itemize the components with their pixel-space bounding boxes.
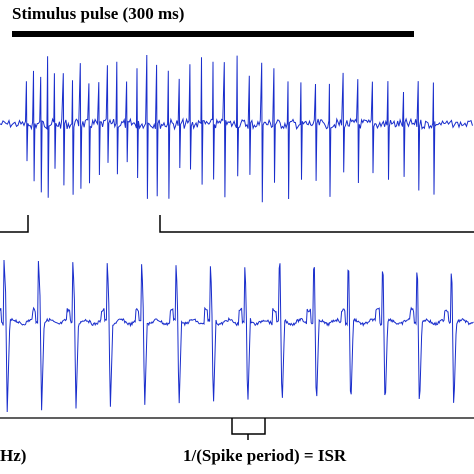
isr-label: 1/(Spike period) = ISR xyxy=(183,446,347,465)
partial-axis-label: Hz) xyxy=(0,446,27,465)
top-trace-line xyxy=(0,54,473,203)
bottom-trace xyxy=(0,259,474,413)
spike-period-bracket xyxy=(231,418,266,440)
stimulus-label: Stimulus pulse (300 ms) xyxy=(12,4,185,23)
top-trace xyxy=(0,54,473,203)
bottom-trace-line xyxy=(0,259,474,413)
zoom-bracket xyxy=(0,215,474,233)
